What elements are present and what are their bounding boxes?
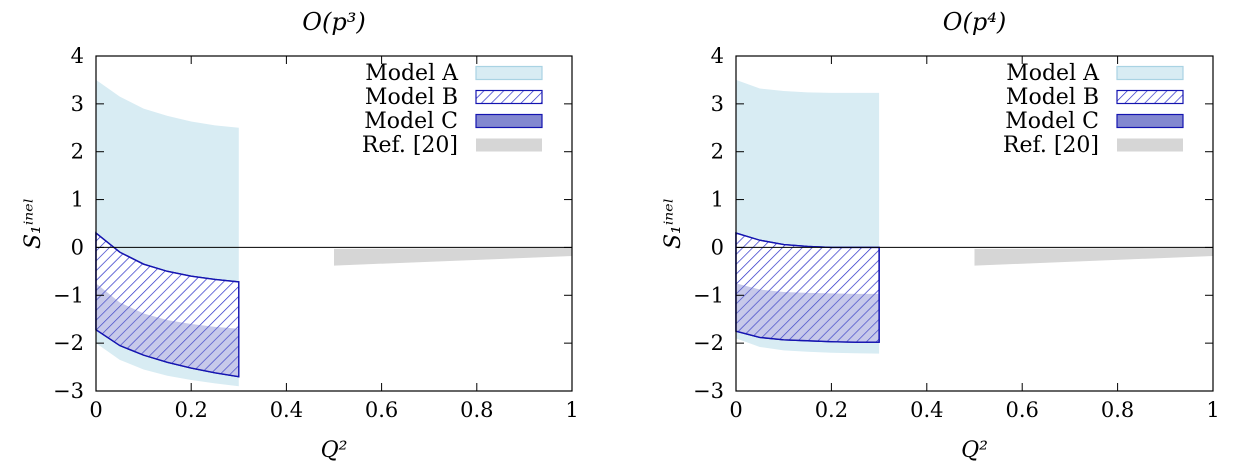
- legend-label: Model C: [364, 109, 458, 134]
- y-tick-label: 4: [711, 44, 724, 68]
- x-tick-label: 0: [729, 398, 742, 422]
- legend-swatch: [1116, 113, 1184, 129]
- series-band-ref-20: [334, 247, 572, 266]
- legend-swatch: [1116, 65, 1184, 81]
- y-tick-label: −2: [693, 331, 724, 355]
- x-tick-label: 0.6: [1005, 398, 1038, 422]
- legend-label: Model A: [1006, 61, 1100, 86]
- x-tick-label: 0: [89, 398, 102, 422]
- y-tick-label: 3: [711, 92, 724, 116]
- series-outline-model-b: [735, 232, 880, 343]
- chart-title: O(p³): [302, 8, 365, 36]
- y-axis-label: S₁ⁱⁿᵉˡ: [21, 198, 46, 249]
- legend-swatch: [475, 65, 543, 81]
- legend-label: Model C: [1005, 109, 1099, 134]
- x-axis-label: Q²: [321, 438, 348, 463]
- y-tick-label: −3: [53, 379, 84, 403]
- chart-panel-2: O(p⁴) 0 0.2 0.4 0.6 0.8 1 −3 −2 −1 0 1 2 3 4 Q² S₁ⁱⁿᵉˡ Mo…: [661, 8, 1220, 463]
- legend-swatch: [475, 113, 543, 129]
- y-tick-label: 1: [711, 188, 724, 212]
- y-tick-label: −1: [53, 283, 84, 307]
- y-tick-label: −2: [53, 331, 84, 355]
- legend-label: Model B: [1006, 85, 1099, 110]
- y-tick-label: 0: [71, 235, 84, 259]
- y-tick-label: 4: [71, 44, 84, 68]
- x-tick-label: 0.8: [1101, 398, 1134, 422]
- y-tick-label: −1: [693, 283, 724, 307]
- y-tick-label: 3: [71, 92, 84, 116]
- legend-label: Model A: [365, 61, 459, 86]
- series-band-ref-20: [974, 247, 1213, 266]
- y-tick-label: −3: [693, 379, 724, 403]
- x-tick-label: 0.2: [174, 398, 207, 422]
- y-tick-label: 2: [71, 140, 84, 164]
- x-tick-label: 0.6: [365, 398, 398, 422]
- legend-swatch: [475, 89, 543, 105]
- y-axis-label: S₁ⁱⁿᵉˡ: [661, 198, 686, 249]
- y-tick-label: 1: [71, 188, 84, 212]
- x-tick-label: 0.4: [910, 398, 943, 422]
- y-tick-label: 0: [711, 235, 724, 259]
- legend-label: Ref. [20]: [362, 133, 458, 158]
- plot-frame: [95, 55, 573, 392]
- chart-panel-1: O(p³) 0 0.2 0.4 0.6 0.8 1 −3 −2 −1 0 1 2 3 4 Q² S₁ⁱⁿᵉˡ Mo…: [21, 8, 579, 463]
- x-tick-label: 1: [565, 398, 578, 422]
- plot-frame: [735, 55, 1214, 392]
- legend-swatch: [1116, 89, 1184, 105]
- legend-label: Ref. [20]: [1003, 133, 1099, 158]
- series-outline-model-b: [95, 231, 240, 378]
- legend-label: Model B: [365, 85, 458, 110]
- x-axis-label: Q²: [961, 438, 988, 463]
- y-tick-label: 2: [711, 140, 724, 164]
- legend-swatch: [1117, 138, 1183, 152]
- x-tick-label: 1: [1206, 398, 1219, 422]
- x-tick-label: 0.2: [815, 398, 848, 422]
- legend-swatch: [476, 138, 542, 152]
- x-tick-label: 0.8: [460, 398, 493, 422]
- chart-title: O(p⁴): [943, 8, 1006, 36]
- x-tick-label: 0.4: [270, 398, 303, 422]
